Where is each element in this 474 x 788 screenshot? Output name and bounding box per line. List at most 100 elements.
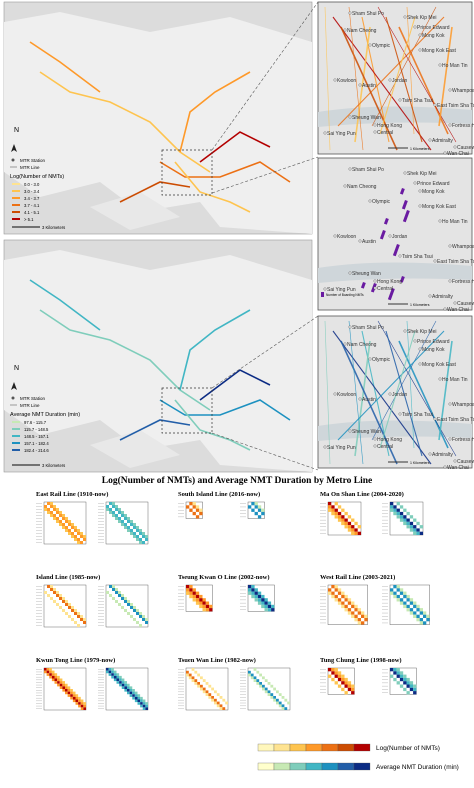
scale-label: 1 Kilometers [410,303,430,307]
heatmap-cell [331,594,335,599]
heatmap-cell [124,683,127,687]
heatmap-cell [137,694,141,697]
heatmap-cell [267,690,271,694]
heatmap-cell [145,618,148,621]
heatmap-cell [278,704,282,708]
heatmap-cell [134,696,138,700]
heatmap-cell [111,675,114,679]
heatmap-cell [108,673,112,676]
heatmap-cell [53,591,56,594]
metro-line [199,369,271,401]
heatmap-cell [68,520,71,523]
heatmap-cell [416,528,420,532]
heatmap-cell [341,518,345,522]
heatmap-cell [133,606,136,609]
heatmap-cell [341,604,345,609]
heatmap-cell [136,609,139,612]
station [368,199,372,203]
heatmap-cell [214,698,217,702]
heatmap-cell [56,594,59,597]
colorbar-label: Log(Number of NMTs) [376,745,440,752]
heatmap-cell [199,511,203,516]
heatmap-cell [344,521,348,526]
heatmap-cell [409,684,414,688]
heatmap-cell [214,690,217,694]
heatmap-cell [75,702,79,705]
heatmap-cell [357,531,361,535]
heatmap-cell [56,517,59,520]
station [438,377,442,381]
heatmap-cell [406,691,410,695]
heatmap-cell [403,674,407,678]
heatmap-cell [118,508,121,511]
heatmap-cell [68,603,71,606]
heatmap-cell [254,588,258,592]
colorbar-cell [353,743,371,752]
heatmap-cell [351,611,355,615]
heatmap-cell [129,689,133,692]
station [433,417,437,421]
heatmap-cell [137,696,141,700]
place-label: Hong Kong [377,123,402,129]
place-label: Tsim Sha Tsui [402,98,433,104]
station [358,239,362,243]
heatmap-cell [390,588,394,592]
place-label: Jordan [392,234,408,240]
heatmap-cell [337,511,342,516]
station [388,234,392,238]
heatmap-cell [337,591,342,595]
metro-line [159,161,291,183]
heatmap-cell [121,514,124,517]
place-label: Sai Ying Pun [327,287,356,293]
heatmap-cell [116,681,120,684]
heatmap-cell [134,699,138,703]
heatmap-cell [426,618,430,622]
heatmap-cell [357,525,361,529]
heatmap-cell [344,608,348,612]
heatmap-cell [251,585,255,589]
station [348,11,352,15]
heatmap-cell [142,541,145,544]
heatmap-cell [145,702,148,705]
heatmap-cell [334,674,338,678]
heatmap-cell [78,696,81,700]
heatmap-cell [112,505,115,508]
heatmap-cell [426,614,430,618]
heatmap-cell [62,523,65,526]
heatmap-cell [78,704,81,708]
heatmap-cell [46,668,50,671]
station [373,279,377,283]
place-label: Causeway Bay [457,145,474,151]
heatmap-cell [347,611,352,615]
heatmap-cell [270,693,274,696]
legend-item: 3.7 - 4.1 [24,203,40,208]
heatmap-cell [46,670,50,674]
heatmap-cell [124,514,127,517]
heatmap-cell [361,621,365,625]
heatmap-cell [396,668,400,672]
heatmap-cell [328,505,332,509]
heatmap-cell [59,511,62,514]
flow-line [324,6,331,151]
heatmap-cell [112,585,115,588]
place-label: Sham Shui Po [352,325,384,331]
heatmap-cell [216,701,220,705]
heatmap-cell [364,618,368,622]
heatmap-cell [109,594,112,597]
heatmap-cell [189,594,193,599]
heatmap-cell [142,618,145,621]
colorbar-cell [305,743,323,752]
heatmap-cell [351,528,355,532]
station [448,279,452,283]
heatmap-cell [113,675,117,679]
heatmap-cell [357,611,361,615]
heatmap-cell [262,687,265,691]
heatmap-cell [140,696,143,700]
heatmap-cell [390,508,394,512]
heatmap-cell [267,604,272,609]
heatmap-cell [393,505,397,509]
heatmap-cell [399,588,404,592]
heatmap-cell [406,681,410,685]
heatmap-cell [205,604,210,609]
heatmap-cell [262,684,265,688]
